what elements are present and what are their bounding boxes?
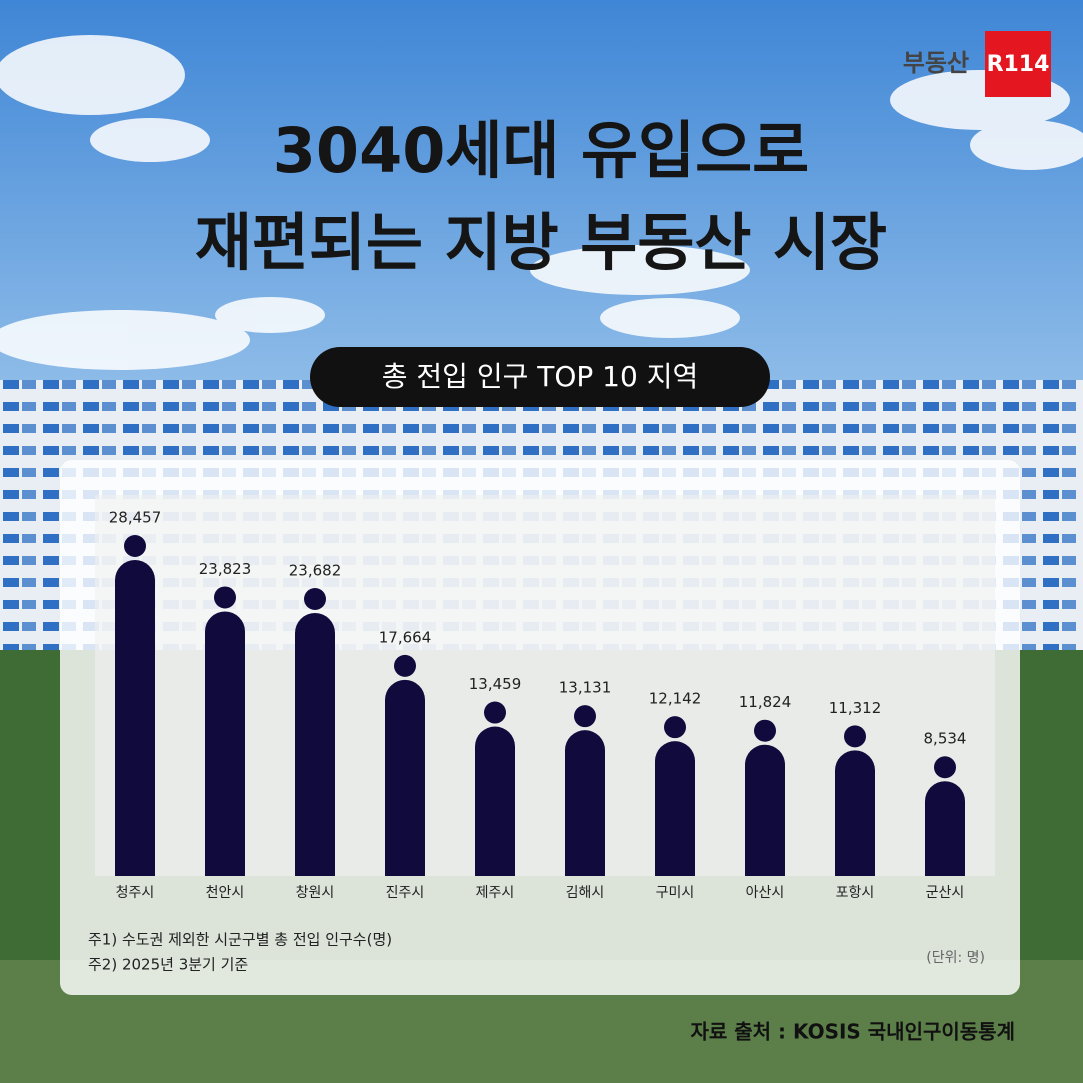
x-tick-label: 청주시 (116, 885, 155, 901)
value-label: 8,534 (924, 730, 967, 748)
bar-head (934, 756, 956, 779)
bar-head (214, 586, 236, 609)
x-tick-label: 진주시 (386, 885, 425, 901)
x-tick-label: 천안시 (206, 885, 245, 901)
value-label: 23,682 (289, 562, 342, 580)
brand-box (985, 31, 1051, 97)
bar (205, 611, 245, 876)
bar (385, 679, 425, 876)
value-label: 17,664 (379, 628, 432, 646)
value-label: 28,457 (109, 509, 162, 527)
brand-mark: R114 (987, 52, 1050, 77)
value-label: 11,312 (829, 699, 882, 717)
clouds (0, 35, 1083, 370)
x-tick-label: 아산시 (746, 885, 785, 901)
bar-head (304, 588, 326, 611)
bar (925, 781, 965, 876)
x-tick-label: 구미시 (656, 885, 695, 901)
x-tick-label: 창원시 (296, 885, 335, 901)
x-tick-label: 김해시 (566, 885, 605, 901)
subtitle-pill (310, 347, 770, 407)
unit-label: (단위: 명) (926, 950, 985, 966)
value-label: 13,131 (559, 679, 612, 697)
bar (475, 726, 515, 876)
value-label: 12,142 (649, 690, 702, 708)
bar (655, 741, 695, 876)
bar-head (664, 716, 686, 739)
value-label: 11,824 (739, 693, 792, 711)
title-line: 3040세대 유입으로 (273, 114, 809, 187)
bar-head (124, 535, 146, 557)
bar (295, 613, 335, 876)
bar (115, 560, 155, 876)
value-label: 13,459 (469, 675, 522, 693)
bar (745, 744, 785, 876)
bar-head (394, 654, 416, 677)
bar (835, 750, 875, 876)
bar-head (844, 725, 866, 748)
note: 주2) 2025년 3분기 기준 (88, 956, 248, 974)
note: 주1) 수도권 제외한 시군구별 총 전입 인구수(명) (88, 931, 392, 949)
bar (565, 730, 605, 876)
brand-name: 부동산 (903, 49, 969, 77)
x-tick-label: 포항시 (836, 885, 875, 901)
value-label: 23,823 (199, 560, 252, 578)
title-line: 재편되는 지방 부동산 시장 (195, 206, 887, 279)
source: 자료 출처 : KOSIS 국내인구이동통계 (690, 1020, 1015, 1044)
x-tick-label: 제주시 (476, 885, 515, 901)
bar-head (484, 701, 506, 724)
logo: 부동산 R114 (903, 31, 1051, 97)
x-tick-label: 군산시 (926, 885, 965, 901)
bar-head (754, 719, 776, 742)
bar-head (574, 705, 596, 728)
subtitle: 총 전입 인구 TOP 10 지역 (382, 360, 698, 393)
